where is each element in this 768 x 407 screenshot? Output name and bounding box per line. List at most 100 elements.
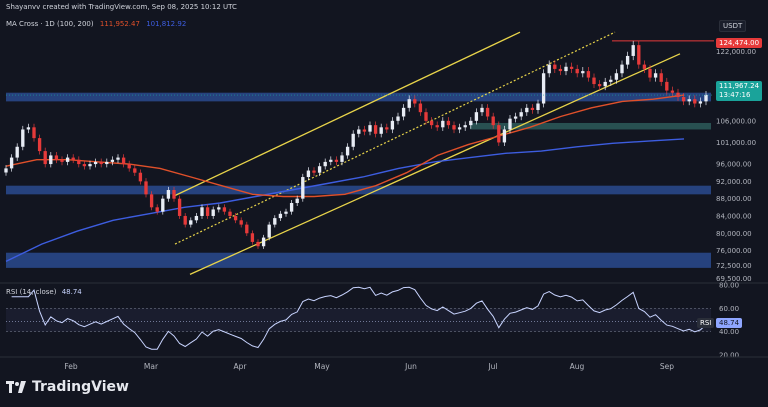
candle-body [491, 116, 495, 126]
candle-body [446, 120, 451, 126]
candle-body [368, 125, 372, 132]
candle-body [65, 157, 70, 162]
candle-body [553, 64, 557, 69]
footer-brand[interactable]: TradingView [6, 379, 129, 395]
candle-body [261, 237, 266, 247]
rsi-legend[interactable]: RSI (14, close) 48.74 [6, 288, 82, 296]
candle-body [306, 170, 311, 178]
currency-badge[interactable]: USDT [719, 20, 747, 32]
candle-body [32, 127, 36, 139]
candle-body [88, 164, 92, 167]
time-axis-tick: Apr [234, 362, 248, 371]
candle-body [653, 73, 658, 78]
candle-body [345, 146, 350, 156]
rsi-legend-value: 48.74 [61, 288, 82, 296]
candle-body [26, 127, 31, 130]
candle-body [127, 164, 131, 169]
candle-body [592, 77, 596, 85]
candle-body [401, 107, 406, 117]
candle-body [407, 99, 411, 108]
price-axis-tick: 122,000.00 [716, 48, 756, 56]
candle-body [133, 168, 137, 173]
rsi-label: RSI (14, close) [6, 288, 57, 296]
rsi-axis-tick: 40.00 [719, 328, 739, 336]
candle-body [110, 159, 115, 162]
candle-body [267, 224, 271, 238]
candle-body [194, 215, 199, 221]
candle-body [558, 68, 563, 72]
candle-body [250, 233, 255, 242]
ma200-line [5, 138, 685, 263]
rsi-axis-tick: 60.00 [719, 305, 739, 313]
candle-body [463, 125, 467, 128]
channel-upper-line [172, 31, 521, 198]
candle-body [362, 129, 367, 132]
candle-body [172, 190, 176, 199]
candle-body [105, 161, 109, 165]
candle-body [77, 159, 81, 165]
candle-body [435, 125, 439, 128]
candle-body [144, 181, 148, 195]
footer-brand-text: TradingView [32, 379, 129, 395]
candle-body [54, 155, 59, 160]
candle-body [301, 177, 305, 199]
candle-body [603, 81, 607, 87]
candle-body [469, 120, 473, 126]
candle-body [189, 220, 193, 225]
candle-body [9, 157, 14, 169]
candle-body [474, 112, 479, 121]
candle-body [71, 157, 75, 160]
candle-body [340, 155, 344, 162]
indicator-legend[interactable]: MA Cross · 1D (100, 200) 111,952.47 101,… [6, 20, 190, 28]
candle-body [429, 120, 434, 126]
candle-body [99, 161, 103, 165]
candle-body [687, 99, 691, 102]
candle-body [60, 159, 64, 162]
candle-body [317, 166, 322, 173]
price-axis-tick: 72,500.00 [716, 262, 752, 270]
candle-body [228, 211, 232, 216]
candle-body [200, 207, 204, 216]
candle-body [116, 157, 120, 160]
time-axis-tick: Feb [64, 362, 78, 371]
rsi-axis-tick: 80.00 [719, 282, 739, 290]
candle-body [614, 73, 619, 80]
candle-body [418, 103, 423, 113]
candle-body [502, 129, 507, 143]
candle-body [329, 159, 333, 162]
candle-body [519, 112, 523, 117]
candle-body [586, 71, 591, 78]
candle-body [4, 168, 8, 173]
candle-body [323, 161, 327, 167]
support-zone [470, 122, 711, 130]
candle-body [205, 207, 210, 216]
candle-body [256, 241, 260, 247]
candle-body [597, 84, 602, 87]
high-price-tag: 124,474.00 [716, 38, 763, 48]
low-zone [6, 252, 711, 268]
candle-body [82, 164, 87, 167]
candle-body [166, 190, 171, 199]
candle-body [334, 159, 339, 162]
candle-body [665, 81, 669, 91]
candle-body [637, 45, 641, 65]
candle-body [284, 211, 288, 214]
candle-body [659, 73, 663, 82]
candle-body [642, 64, 647, 69]
candle-body [21, 129, 25, 147]
time-axis-tick: Sep [660, 362, 674, 371]
candle-body [373, 125, 378, 134]
candle-body [357, 129, 361, 134]
candle-body [15, 146, 19, 158]
candle-body [564, 66, 568, 72]
price-axis-tick: 106,000.00 [716, 117, 756, 125]
candle-body [138, 172, 143, 182]
candle-body [295, 198, 299, 203]
price-axis-tick: 92,000.00 [716, 178, 752, 186]
ma100-legend-value: 111,952.47 [99, 20, 140, 28]
candle-body [93, 161, 98, 165]
candle-body [239, 220, 243, 225]
candle-body [37, 138, 42, 152]
